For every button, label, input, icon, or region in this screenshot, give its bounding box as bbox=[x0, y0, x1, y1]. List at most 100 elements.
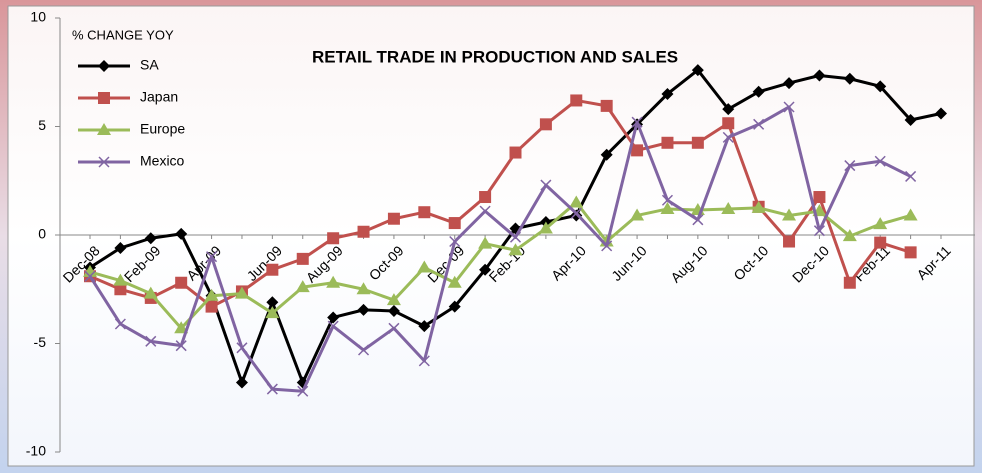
marker bbox=[266, 296, 279, 309]
marker bbox=[813, 225, 825, 237]
marker bbox=[721, 201, 736, 214]
marker bbox=[236, 342, 248, 354]
marker bbox=[144, 232, 157, 245]
legend-label: SA bbox=[140, 57, 159, 73]
marker bbox=[903, 208, 918, 221]
marker bbox=[904, 113, 917, 126]
marker bbox=[570, 207, 582, 219]
marker bbox=[175, 340, 187, 352]
marker bbox=[205, 300, 218, 313]
marker bbox=[448, 300, 461, 313]
marker bbox=[905, 170, 917, 182]
marker bbox=[327, 232, 340, 245]
marker bbox=[175, 227, 188, 240]
marker bbox=[98, 60, 110, 72]
marker bbox=[296, 252, 309, 265]
marker bbox=[661, 136, 674, 149]
marker bbox=[722, 117, 735, 130]
marker bbox=[753, 118, 765, 130]
marker bbox=[448, 217, 461, 230]
marker bbox=[570, 94, 583, 107]
marker bbox=[601, 240, 613, 252]
marker bbox=[538, 221, 553, 234]
marker bbox=[387, 212, 400, 225]
marker bbox=[206, 251, 218, 263]
marker bbox=[98, 92, 110, 104]
marker bbox=[175, 276, 188, 289]
marker bbox=[600, 99, 613, 112]
marker bbox=[509, 231, 522, 243]
marker bbox=[783, 77, 796, 90]
marker bbox=[691, 136, 704, 149]
marker bbox=[692, 214, 704, 226]
marker bbox=[388, 322, 400, 334]
marker bbox=[387, 304, 400, 317]
marker bbox=[691, 64, 704, 77]
marker bbox=[98, 156, 110, 168]
legend-label: Europe bbox=[140, 121, 185, 137]
marker bbox=[844, 160, 856, 172]
marker bbox=[843, 72, 856, 85]
marker bbox=[661, 194, 673, 206]
marker bbox=[842, 229, 857, 242]
marker bbox=[783, 235, 796, 248]
marker bbox=[813, 69, 826, 82]
marker bbox=[114, 283, 127, 296]
marker bbox=[327, 311, 340, 324]
marker bbox=[114, 242, 127, 255]
marker bbox=[539, 118, 552, 131]
marker bbox=[660, 201, 675, 214]
marker bbox=[813, 191, 826, 204]
y-tick-label: 5 bbox=[38, 117, 46, 133]
marker bbox=[143, 286, 158, 299]
marker bbox=[783, 101, 795, 113]
marker bbox=[752, 85, 765, 98]
marker bbox=[508, 243, 523, 256]
marker bbox=[751, 200, 766, 213]
marker bbox=[386, 293, 401, 306]
marker bbox=[935, 107, 947, 120]
marker bbox=[630, 208, 645, 221]
marker bbox=[874, 80, 887, 93]
marker bbox=[204, 288, 219, 301]
marker bbox=[234, 286, 249, 299]
marker bbox=[479, 191, 492, 204]
y-tick-label: -5 bbox=[34, 334, 47, 350]
marker bbox=[357, 303, 370, 316]
marker bbox=[447, 275, 462, 288]
marker bbox=[418, 320, 431, 333]
marker bbox=[174, 321, 189, 334]
marker bbox=[600, 148, 613, 161]
marker bbox=[874, 155, 886, 167]
marker bbox=[265, 306, 280, 319]
marker bbox=[266, 263, 279, 276]
marker bbox=[297, 385, 309, 397]
marker bbox=[357, 225, 370, 238]
marker bbox=[782, 208, 797, 221]
marker bbox=[661, 87, 674, 100]
marker bbox=[327, 320, 339, 332]
marker bbox=[358, 344, 370, 356]
marker bbox=[479, 263, 492, 276]
marker bbox=[356, 282, 371, 295]
y-tick-label: 10 bbox=[30, 9, 46, 25]
marker bbox=[145, 335, 157, 347]
marker bbox=[874, 236, 887, 249]
chart-title: RETAIL TRADE IN PRODUCTION AND SALES bbox=[312, 47, 678, 66]
marker bbox=[569, 195, 584, 208]
marker bbox=[449, 235, 461, 248]
marker bbox=[113, 273, 128, 286]
marker bbox=[873, 217, 888, 230]
marker bbox=[418, 206, 431, 219]
marker bbox=[479, 205, 491, 217]
marker bbox=[235, 376, 248, 389]
marker bbox=[266, 383, 278, 395]
legend-label: Mexico bbox=[140, 153, 185, 169]
marker bbox=[417, 260, 432, 273]
marker bbox=[631, 144, 644, 157]
marker bbox=[509, 146, 522, 159]
marker bbox=[84, 270, 96, 282]
marker bbox=[843, 276, 856, 289]
marker bbox=[418, 355, 430, 367]
